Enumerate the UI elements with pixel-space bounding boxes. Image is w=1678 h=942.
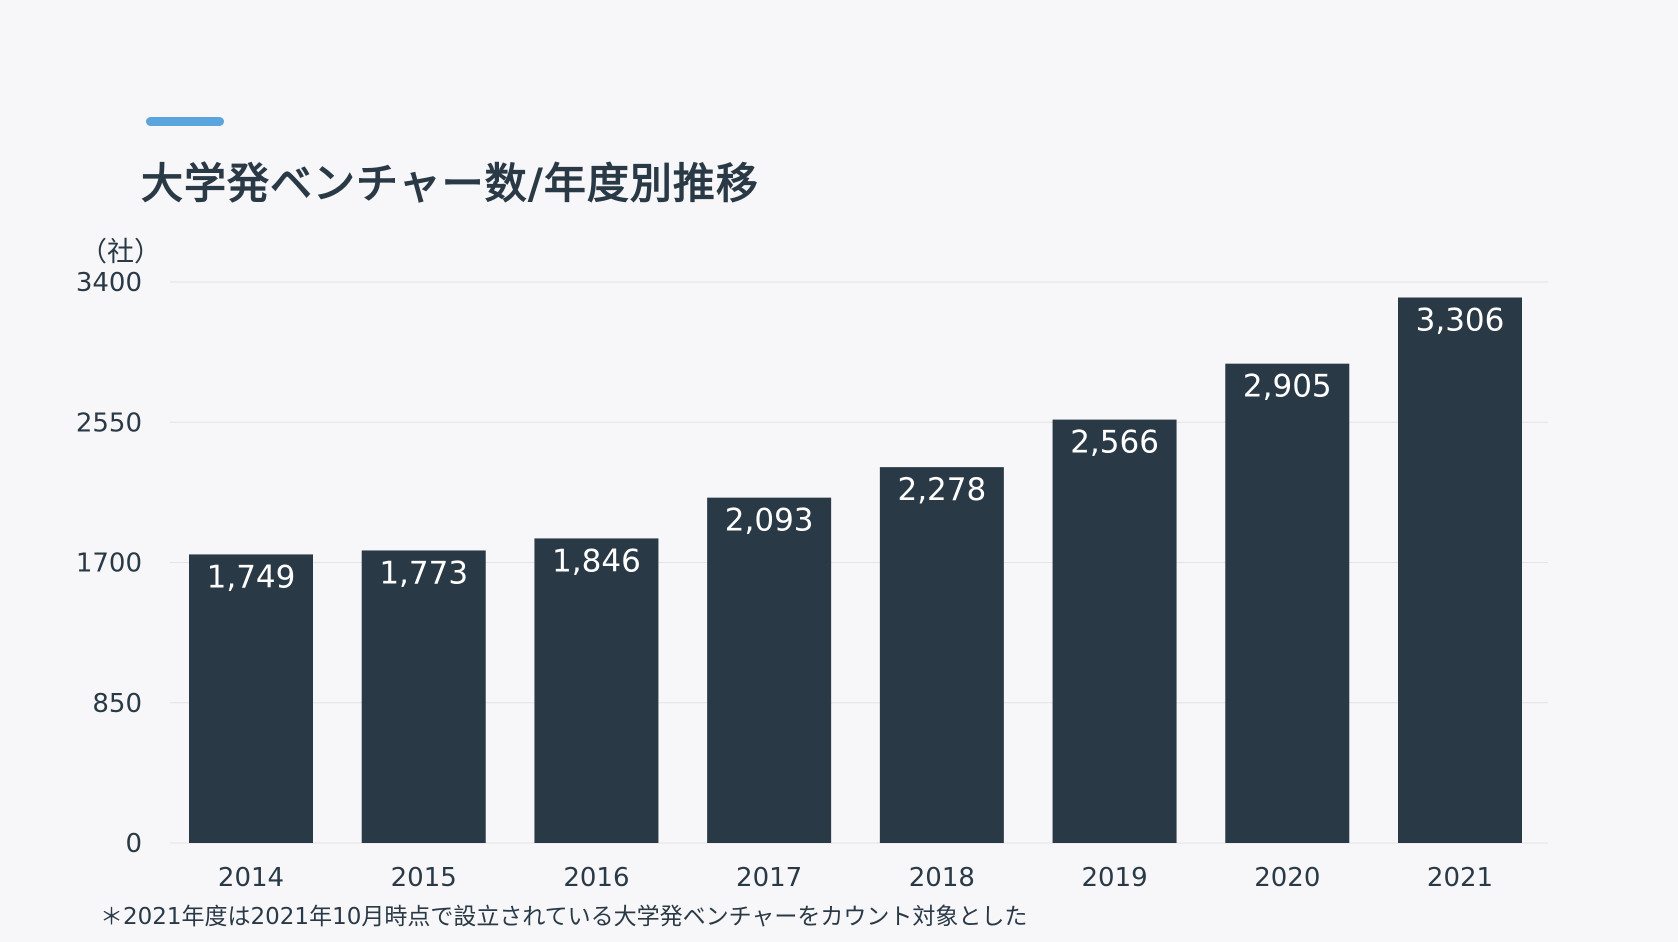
- x-tick-label: 2021: [1427, 863, 1493, 893]
- x-tick-label: 2017: [736, 863, 802, 893]
- bar-2015: [361, 550, 486, 843]
- y-axis-ticks: 0 850 1700 2550 3400: [76, 268, 142, 859]
- data-labels: 1,749 1,773 1,846 2,093 2,278 2,566 2,905 3,306: [207, 303, 1505, 596]
- x-tick-label: 2020: [1254, 863, 1320, 893]
- y-tick-label: 850: [92, 689, 142, 719]
- data-label-2016: 1,846: [552, 543, 641, 579]
- y-tick-label: 2550: [76, 408, 142, 438]
- data-label-2018: 2,278: [897, 472, 986, 508]
- x-axis-ticks: 2014 2015 2016 2017 2018 2019 2020 2021: [218, 863, 1493, 893]
- y-axis-unit-label: （社）: [80, 237, 161, 268]
- x-tick-label: 2016: [563, 863, 629, 893]
- y-tick-label: 0: [125, 829, 142, 859]
- y-tick-label: 1700: [76, 549, 142, 579]
- data-label-2014: 1,749: [207, 559, 296, 595]
- data-label-2021: 3,306: [1416, 303, 1505, 339]
- bar-2017: [707, 497, 832, 843]
- data-label-2015: 1,773: [379, 555, 468, 591]
- bar-2019: [1052, 419, 1177, 843]
- y-tick-label: 3400: [76, 268, 142, 298]
- bars: [189, 297, 1522, 843]
- x-tick-label: 2015: [391, 863, 457, 893]
- x-tick-label: 2014: [218, 863, 284, 893]
- data-label-2017: 2,093: [725, 503, 814, 539]
- title-accent-bar: [146, 117, 224, 126]
- x-tick-label: 2019: [1081, 863, 1147, 893]
- chart-title: 大学発ベンチャー数/年度別推移: [141, 159, 759, 208]
- bar-2014: [189, 554, 313, 843]
- footnote: ＊2021年度は2021年10月時点で設立されている大学発ベンチャーをカウント対…: [100, 904, 1028, 930]
- bar-2016: [534, 538, 659, 843]
- bar-2018: [879, 467, 1004, 843]
- data-label-2020: 2,905: [1243, 369, 1332, 405]
- bar-2021: [1398, 297, 1522, 843]
- data-label-2019: 2,566: [1070, 425, 1159, 461]
- bar-2020: [1225, 363, 1350, 843]
- x-tick-label: 2018: [909, 863, 975, 893]
